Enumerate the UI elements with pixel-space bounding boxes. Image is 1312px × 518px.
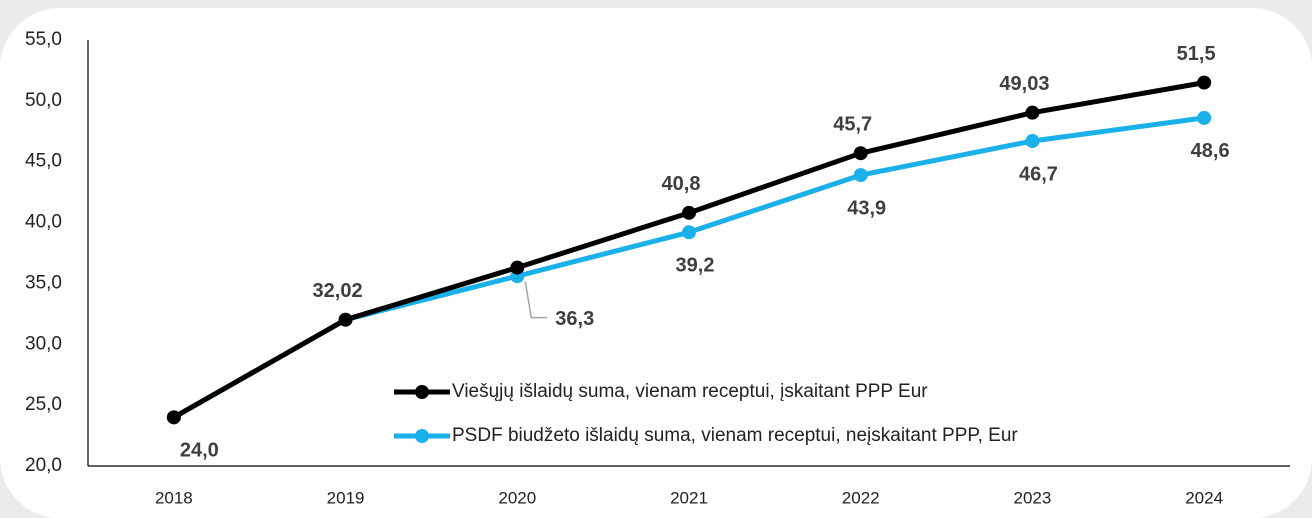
x-tick-label: 2021 <box>670 488 708 507</box>
x-tick-label: 2018 <box>155 488 193 507</box>
value-label: 51,5 <box>1177 43 1216 65</box>
value-label: 43,9 <box>847 197 886 219</box>
legend-marker <box>415 385 429 399</box>
value-label: 48,6 <box>1191 140 1230 162</box>
point <box>682 205 696 220</box>
y-tick-label: 35,0 <box>25 272 62 293</box>
value-label: 36,3 <box>555 308 594 330</box>
y-tick-label: 25,0 <box>25 394 62 415</box>
x-tick-label: 2022 <box>842 488 880 507</box>
value-label: 49,03 <box>999 73 1049 95</box>
leader-line <box>524 281 548 319</box>
x-tick-label: 2024 <box>1185 488 1223 507</box>
value-label: 32,02 <box>313 280 363 302</box>
value-label: 40,8 <box>662 173 701 195</box>
value-label: 46,7 <box>1019 163 1058 185</box>
point <box>338 312 353 327</box>
legend-label: Viešųjų išlaidų suma, vienam receptui, į… <box>452 381 928 402</box>
point <box>510 260 525 275</box>
y-tick-label: 45,0 <box>25 151 62 172</box>
y-tick-label: 40,0 <box>25 212 62 233</box>
point <box>682 225 696 240</box>
x-tick-label: 2023 <box>1014 488 1052 507</box>
chart-background <box>0 8 1312 518</box>
point <box>853 146 868 161</box>
legend-label: PSDF biudžeto išlaidų suma, vienam recep… <box>452 425 1018 446</box>
y-tick-label: 50,0 <box>25 90 62 111</box>
point <box>1025 134 1040 149</box>
value-label: 45,7 <box>833 113 872 135</box>
point <box>1025 105 1040 120</box>
point <box>1197 75 1212 90</box>
point <box>853 168 868 183</box>
point <box>1197 110 1212 125</box>
point <box>166 410 181 425</box>
x-tick-label: 2019 <box>327 488 365 507</box>
legend-marker <box>415 429 429 443</box>
value-label: 24,0 <box>180 440 219 462</box>
x-tick-label: 2020 <box>498 488 536 507</box>
y-tick-label: 30,0 <box>25 333 62 354</box>
y-tick-label: 55,0 <box>25 29 62 50</box>
y-tick-label: 20,0 <box>25 455 62 476</box>
value-label: 39,2 <box>676 255 715 277</box>
